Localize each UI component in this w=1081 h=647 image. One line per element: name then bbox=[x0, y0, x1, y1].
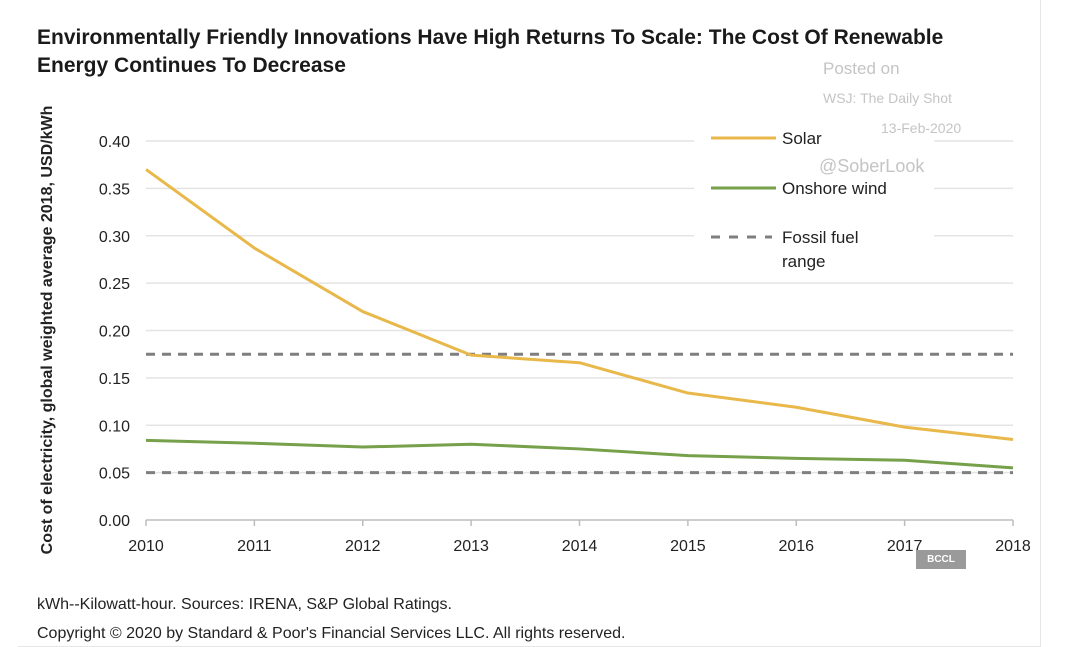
x-tick-label: 2012 bbox=[345, 538, 381, 555]
bccl-badge: BCCL bbox=[916, 550, 966, 569]
x-tick-label: 2014 bbox=[562, 538, 598, 555]
x-tick-label: 2017 bbox=[887, 538, 923, 555]
y-tick-label: 0.30 bbox=[99, 229, 130, 246]
y-tick-label: 0.05 bbox=[99, 466, 130, 483]
legend-label: Fossil fuel bbox=[782, 228, 859, 247]
legend-label: range bbox=[782, 252, 825, 271]
y-tick-label: 0.40 bbox=[99, 134, 130, 151]
series-line-solar bbox=[145, 168, 1014, 441]
y-tick-label: 0.20 bbox=[99, 324, 130, 341]
legend-label: Onshore wind bbox=[782, 179, 887, 198]
x-tick-label: 2015 bbox=[670, 538, 706, 555]
x-tick-label: 2011 bbox=[237, 538, 272, 555]
series-line-onshore-wind bbox=[145, 438, 1014, 470]
x-tick-label: 2013 bbox=[453, 538, 489, 555]
watermark-source: WSJ: The Daily Shot bbox=[823, 90, 952, 106]
footnote: kWh--Kilowatt-hour. Sources: IRENA, S&P … bbox=[37, 596, 452, 613]
watermark-handle: @SoberLook bbox=[819, 156, 925, 176]
y-tick-label: 0.35 bbox=[99, 181, 130, 198]
x-tick-label: 2010 bbox=[128, 538, 164, 555]
y-tick-label: 0.10 bbox=[99, 418, 130, 435]
x-tick-label: 2016 bbox=[778, 538, 814, 555]
watermark-date: 13-Feb-2020 bbox=[881, 120, 962, 136]
y-tick-label: 0.25 bbox=[99, 276, 130, 293]
y-tick-label: 0.15 bbox=[99, 371, 130, 388]
x-tick-label: 2018 bbox=[995, 538, 1031, 555]
legend-background bbox=[694, 122, 934, 280]
copyright: Copyright © 2020 by Standard & Poor's Fi… bbox=[37, 625, 626, 642]
legend-label: Solar bbox=[782, 129, 822, 148]
y-tick-label: 0.00 bbox=[99, 513, 130, 530]
y-axis-label: Cost of electricity, global weighted ave… bbox=[39, 105, 56, 555]
watermark-posted: Posted on bbox=[823, 59, 900, 78]
chart-title: Environmentally Friendly Innovations Hav… bbox=[37, 26, 944, 77]
